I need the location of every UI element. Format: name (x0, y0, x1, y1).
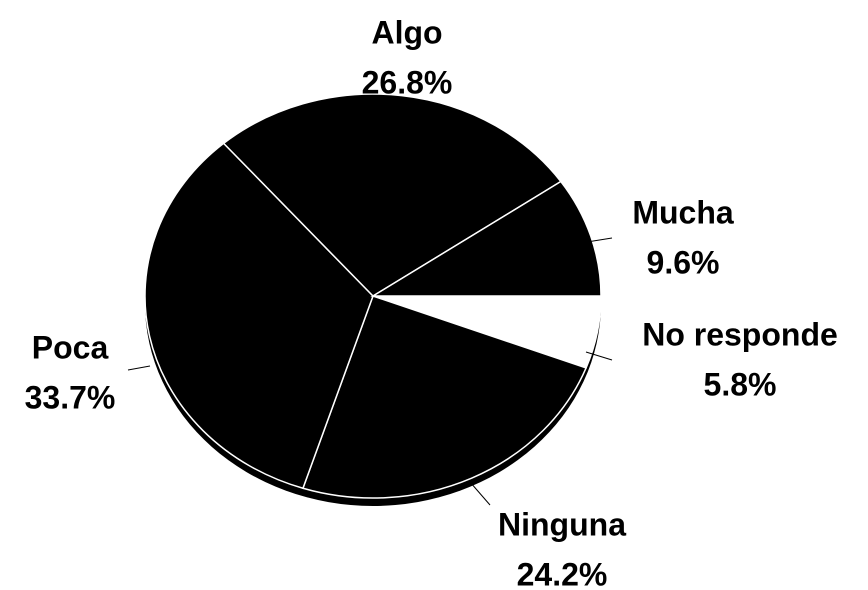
pie-slice (301, 295, 588, 499)
slice-value-label: 9.6% (647, 244, 720, 280)
leader-line (399, 102, 405, 127)
leader-line (127, 365, 151, 371)
pie-slice (144, 142, 374, 490)
pie-slice (222, 93, 562, 297)
pie-slice (370, 180, 602, 297)
leader-line (586, 237, 613, 243)
slice-value-label: 33.7% (25, 379, 116, 415)
slice-label: Algo (371, 14, 442, 50)
slice-value-label: 26.8% (362, 64, 453, 100)
leader-line (469, 481, 491, 506)
slice-value-label: 5.8% (704, 366, 777, 402)
leader-line (585, 351, 613, 361)
slice-value-label: 24.2% (517, 556, 608, 590)
slice-label: Poca (32, 329, 109, 365)
slice-label: No responde (642, 316, 838, 352)
slice-label: Ninguna (498, 506, 626, 542)
slice-label: Mucha (632, 194, 734, 230)
